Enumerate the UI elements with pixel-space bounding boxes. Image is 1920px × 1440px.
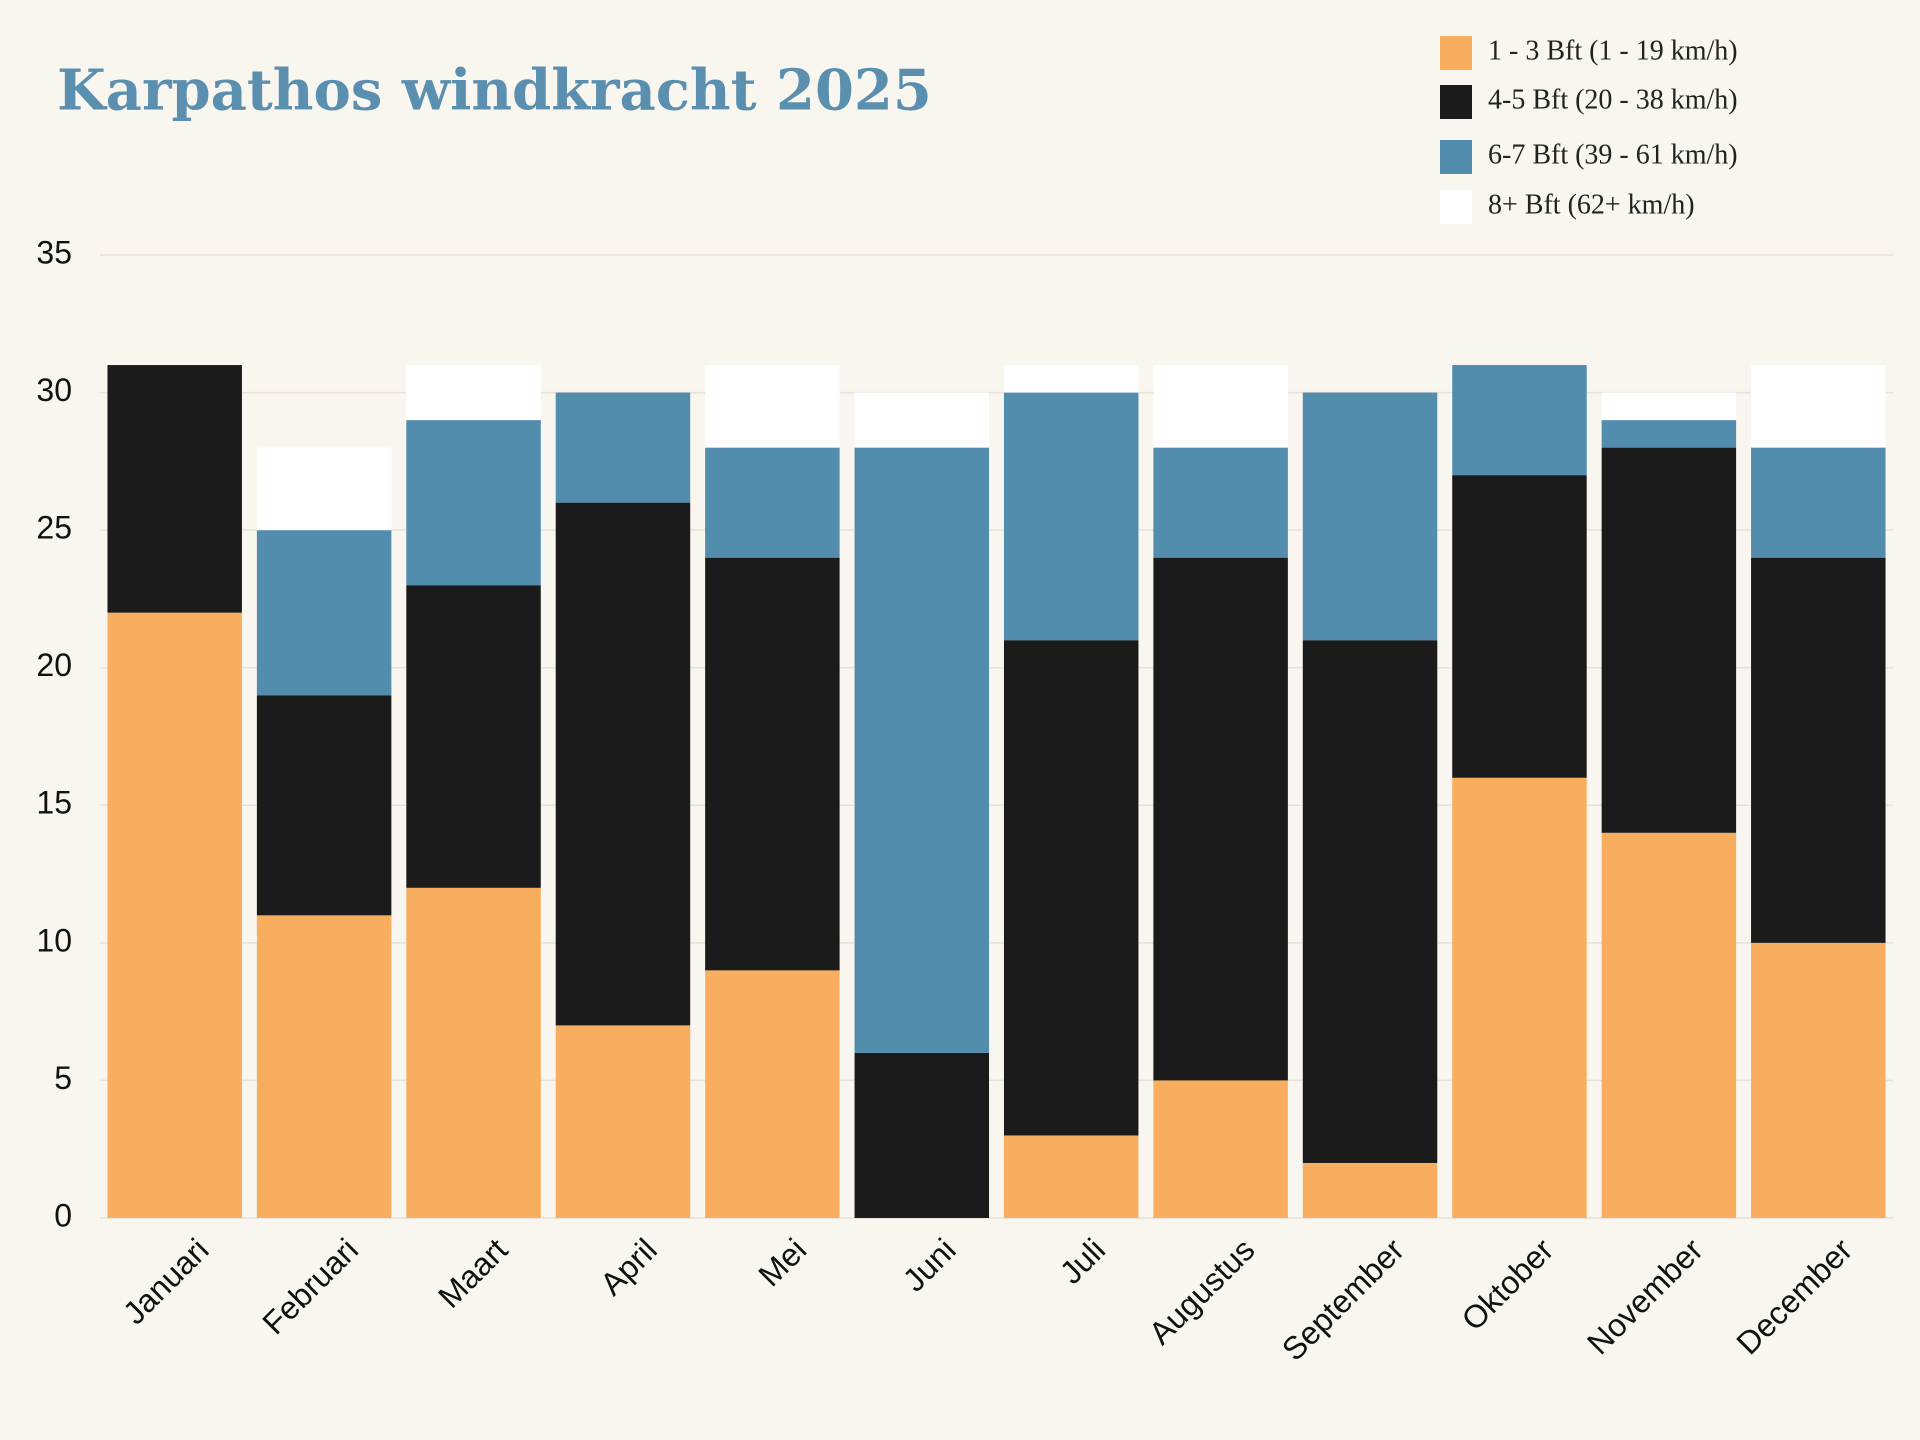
legend-label: 4-5 Bft (20 - 38 km/h) <box>1488 84 1738 115</box>
bar-segment <box>1003 365 1139 393</box>
bar-segment <box>406 887 541 1218</box>
bar-segment <box>555 392 691 503</box>
bar-segment <box>107 365 242 613</box>
bar-segment <box>406 585 541 888</box>
y-tick-label: 20 <box>36 647 72 683</box>
y-tick-label: 15 <box>36 785 72 821</box>
y-tick-label: 5 <box>54 1060 72 1096</box>
bar-segment <box>1153 365 1288 448</box>
bar-segment <box>1751 557 1886 943</box>
bar-segment <box>1452 475 1587 778</box>
bar-segment <box>1601 832 1737 1218</box>
y-tick-label: 0 <box>54 1197 72 1233</box>
bar-segment <box>1302 640 1438 1163</box>
bar-segment <box>555 1025 691 1218</box>
bar-segment <box>854 447 990 1053</box>
bar-segment <box>705 970 840 1218</box>
bar-segment <box>1751 447 1886 558</box>
legend-label: 8+ Bft (62+ km/h) <box>1488 189 1695 220</box>
bar-segment <box>107 612 242 1218</box>
bar-segment <box>256 695 392 916</box>
bar-segment <box>1452 365 1587 476</box>
bar-segment <box>705 365 840 448</box>
bar-segment <box>256 447 392 531</box>
bar-segment <box>705 447 840 558</box>
bar-segment <box>1601 392 1737 421</box>
bar-segment <box>1601 420 1737 448</box>
y-tick-label: 35 <box>36 234 72 270</box>
bar-segment <box>1751 365 1886 448</box>
bar-segment <box>1003 392 1139 641</box>
y-tick-label: 10 <box>36 922 72 958</box>
bar-segment <box>1153 1080 1288 1218</box>
bar-segment <box>406 365 541 421</box>
legend-label: 1 - 3 Bft (1 - 19 km/h) <box>1488 35 1738 66</box>
bar-segment <box>854 392 990 448</box>
bar-segment <box>1003 1135 1139 1218</box>
bar-segment <box>1751 942 1886 1218</box>
bar-segment <box>1601 447 1737 833</box>
bar-segment <box>1003 640 1139 1136</box>
legend-label: 6-7 Bft (39 - 61 km/h) <box>1488 139 1738 170</box>
legend-swatch <box>1440 190 1472 224</box>
bar-segment <box>1153 447 1288 558</box>
bar-segment <box>555 502 691 1026</box>
chart-title: Karpathos windkracht 2025 <box>57 58 932 124</box>
bar-segment <box>1153 557 1288 1081</box>
bar-segment <box>1452 777 1587 1218</box>
y-tick-label: 25 <box>36 510 72 546</box>
bar-segment <box>256 530 392 696</box>
bar-segment <box>705 557 840 971</box>
legend-swatch <box>1440 36 1472 70</box>
bar-segment <box>406 420 541 586</box>
legend-swatch <box>1440 140 1472 174</box>
bar-segment <box>854 1052 990 1218</box>
legend-swatch <box>1440 85 1472 119</box>
bar-segment <box>256 915 392 1218</box>
bar-segment <box>1302 1162 1438 1218</box>
y-tick-label: 30 <box>36 372 72 408</box>
bar-segment <box>1302 392 1438 641</box>
